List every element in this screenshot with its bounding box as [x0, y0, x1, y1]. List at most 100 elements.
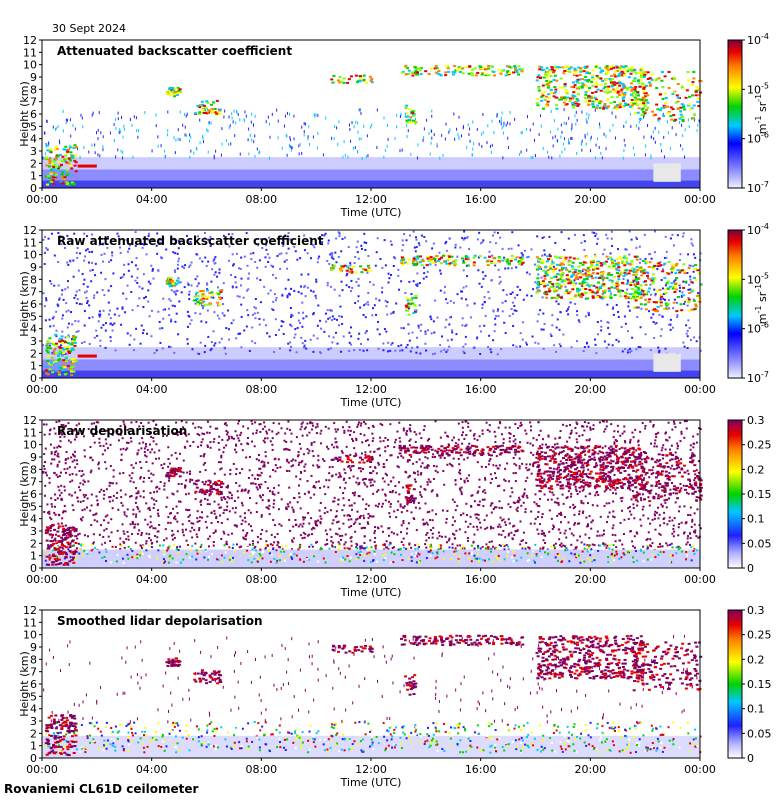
noise-pixel — [354, 146, 356, 150]
noise-pixel — [347, 155, 349, 159]
noise-pixel — [542, 347, 545, 350]
noise-pixel — [694, 117, 696, 121]
cloud-system — [595, 100, 599, 103]
cloud-system — [696, 100, 700, 103]
noise-pixel — [348, 286, 351, 289]
noise-pixel — [88, 250, 91, 253]
cloud-system — [571, 101, 575, 104]
y-tick-label: 10 — [23, 249, 37, 262]
cloud-patch — [165, 282, 169, 285]
noise-pixel — [584, 273, 587, 276]
noise-pixel — [623, 533, 626, 536]
cloud-patch — [171, 279, 175, 282]
cloud-system — [628, 263, 632, 266]
noise-pixel — [281, 242, 284, 245]
cloud-system — [642, 100, 646, 103]
noise-pixel — [277, 484, 280, 487]
noise-pixel — [176, 512, 179, 515]
noise-pixel — [171, 538, 174, 541]
noise-pixel — [244, 535, 247, 538]
noise-pixel — [448, 130, 450, 134]
noise-pixel — [407, 522, 410, 525]
noise-pixel — [329, 309, 332, 312]
cloud-system — [536, 282, 540, 285]
noise-pixel — [513, 304, 516, 307]
noise-pixel — [266, 487, 269, 490]
noise-pixel — [446, 302, 449, 305]
cloud-patch — [340, 265, 344, 268]
noise-pixel — [211, 268, 214, 271]
noise-pixel — [77, 330, 80, 333]
noise-pixel — [634, 153, 636, 157]
noise-pixel — [269, 440, 272, 443]
cloud-system — [572, 281, 576, 284]
x-tick-label: 04:00 — [136, 383, 168, 396]
noise-pixel — [282, 245, 285, 248]
cloud-system — [612, 276, 616, 279]
cloud-patch — [345, 265, 349, 268]
noise-pixel — [520, 150, 522, 154]
noise-pixel — [314, 426, 317, 429]
noise-pixel — [93, 336, 96, 339]
noise-pixel — [235, 443, 238, 446]
low-cloud — [51, 164, 55, 167]
noise-pixel — [293, 137, 295, 141]
cloud-system — [636, 111, 640, 114]
noise-pixel — [517, 244, 520, 247]
noise-pixel — [254, 545, 257, 548]
cloud-patch — [178, 90, 182, 93]
cloud-system — [538, 267, 542, 270]
noise-pixel — [287, 278, 290, 281]
noise-pixel — [190, 135, 192, 139]
cirrus-cloud — [416, 257, 420, 260]
noise-pixel — [678, 491, 681, 494]
noise-pixel — [144, 454, 147, 457]
noise-pixel — [625, 248, 628, 251]
noise-pixel — [296, 258, 299, 261]
noise-pixel — [134, 279, 137, 282]
cloud-system — [629, 72, 633, 75]
cirrus-cloud — [402, 260, 406, 263]
noise-pixel — [394, 136, 396, 140]
noise-pixel — [289, 341, 292, 344]
cloud-system — [643, 104, 647, 107]
cirrus-cloud — [474, 74, 478, 77]
cloud-system — [651, 110, 655, 113]
noise-pixel — [221, 296, 224, 299]
noise-pixel — [500, 122, 502, 126]
cloud-system — [565, 268, 569, 271]
noise-pixel — [560, 135, 562, 139]
noise-pixel — [179, 281, 182, 284]
noise-pixel — [212, 259, 215, 262]
noise-pixel — [393, 446, 396, 449]
noise-pixel — [418, 458, 421, 461]
cloud-system — [558, 283, 562, 286]
noise-pixel — [536, 320, 539, 323]
cloud-system — [572, 274, 576, 277]
noise-pixel — [602, 420, 605, 423]
noise-pixel — [239, 118, 241, 122]
noise-pixel — [357, 284, 360, 287]
cloud-system — [627, 272, 631, 275]
noise-pixel — [228, 338, 231, 341]
noise-pixel — [621, 350, 624, 353]
noise-pixel — [57, 125, 59, 129]
cloud-system — [681, 120, 685, 123]
noise-pixel — [482, 130, 484, 134]
y-tick-label: 9 — [30, 71, 37, 84]
low-cloud — [58, 153, 62, 156]
noise-pixel — [94, 262, 97, 265]
cirrus-cloud — [405, 67, 409, 70]
noise-pixel — [179, 110, 181, 114]
cloud-system — [553, 74, 557, 77]
cloud-system — [561, 279, 565, 282]
cloud-system — [572, 81, 576, 84]
cirrus-cloud — [441, 254, 445, 257]
noise-pixel — [210, 280, 213, 283]
noise-pixel — [509, 506, 512, 509]
low-cloud — [74, 161, 78, 164]
cloud-system — [562, 72, 566, 75]
noise-pixel — [341, 322, 344, 325]
cloud-system — [560, 268, 564, 271]
noise-pixel — [512, 456, 515, 459]
